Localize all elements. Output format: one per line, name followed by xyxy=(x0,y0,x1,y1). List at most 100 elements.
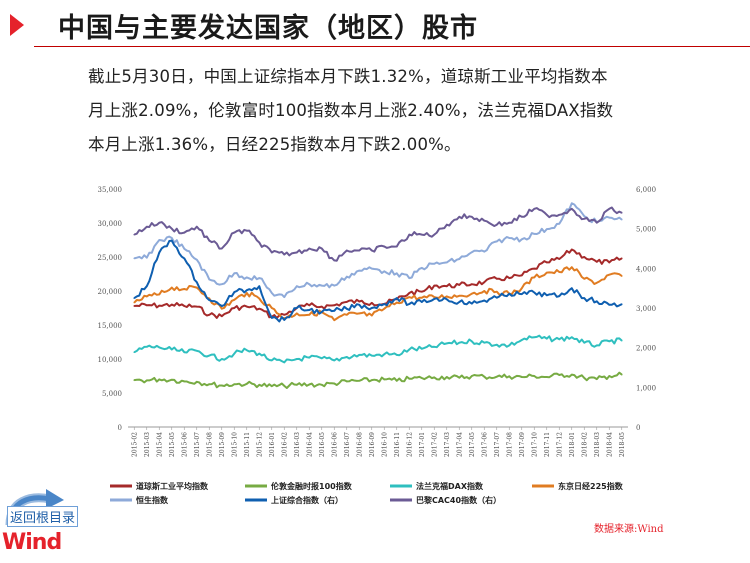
data-point xyxy=(383,307,386,310)
data-point xyxy=(608,261,611,264)
data-point xyxy=(470,375,473,377)
data-point xyxy=(158,239,161,241)
data-point xyxy=(408,303,411,305)
back-to-root-label[interactable]: 返回根目录 xyxy=(7,506,79,527)
data-point xyxy=(458,258,461,260)
data-point xyxy=(520,215,523,218)
data-point xyxy=(608,340,611,343)
data-point xyxy=(570,248,573,251)
data-point xyxy=(345,314,348,316)
data-point xyxy=(308,309,311,311)
data-point xyxy=(445,223,448,226)
data-point xyxy=(270,317,273,319)
data-point xyxy=(483,299,486,302)
data-point xyxy=(258,241,261,244)
data-point xyxy=(295,285,298,288)
data-point xyxy=(183,380,186,383)
y-left-tick-label: 0 xyxy=(118,424,122,432)
data-point xyxy=(520,376,523,378)
data-point xyxy=(370,379,373,381)
data-point xyxy=(370,302,373,304)
x-tick-label: 2017-03 xyxy=(444,432,451,457)
y-left-tick-label: 15,000 xyxy=(98,322,123,330)
legend-label: 法兰克福DAX指数 xyxy=(416,481,484,491)
x-tick-label: 2016-11 xyxy=(394,432,401,457)
data-point xyxy=(520,274,523,277)
data-point xyxy=(383,378,386,381)
data-point xyxy=(370,307,373,309)
data-point xyxy=(258,277,261,279)
x-tick-label: 2016-06 xyxy=(331,432,338,457)
data-point xyxy=(558,374,561,376)
data-point xyxy=(208,299,211,301)
data-point xyxy=(408,348,411,351)
y-right-tick-label: 0 xyxy=(636,424,640,432)
legend-label: 伦敦金融时报100指数 xyxy=(271,481,353,491)
data-point xyxy=(320,357,323,360)
x-tick-label: 2018-05 xyxy=(619,432,626,457)
x-tick-label: 2015-04 xyxy=(156,432,163,457)
data-point xyxy=(445,298,448,301)
data-point xyxy=(133,297,136,299)
data-point xyxy=(145,304,148,307)
data-point xyxy=(383,245,386,248)
data-source: 数据来源:Wind xyxy=(594,524,664,535)
x-tick-label: 2016-03 xyxy=(294,432,301,457)
data-point xyxy=(333,309,336,312)
data-point xyxy=(333,259,336,262)
data-point xyxy=(158,251,161,254)
data-point xyxy=(483,219,486,222)
x-tick-label: 2017-10 xyxy=(531,432,538,457)
data-point xyxy=(558,213,561,216)
data-point xyxy=(133,305,136,307)
data-point xyxy=(195,281,198,284)
y-right-tick-label: 3,000 xyxy=(636,305,656,313)
data-point xyxy=(533,375,536,377)
description-line: 月上涨2.09%，伦敦富时100指数本月上涨2.40%，法兰克福DAX指数 xyxy=(88,101,614,120)
data-point xyxy=(395,354,398,356)
data-point xyxy=(295,312,298,315)
data-point xyxy=(158,346,161,349)
data-point xyxy=(145,256,148,259)
data-point xyxy=(508,344,511,347)
data-point xyxy=(233,231,236,234)
x-tick-label: 2018-02 xyxy=(581,432,588,457)
data-point xyxy=(220,315,223,317)
data-point xyxy=(395,245,398,248)
data-point xyxy=(170,237,173,239)
data-point xyxy=(345,356,348,358)
data-point xyxy=(495,343,498,346)
data-point xyxy=(295,358,298,360)
data-point xyxy=(458,215,461,218)
data-point xyxy=(220,384,223,387)
x-tick-label: 2017-05 xyxy=(469,432,476,457)
x-tick-label: 2015-10 xyxy=(231,432,238,457)
legend-label: 恒生指数 xyxy=(136,495,169,505)
description: 截止5月30日，中国上证综指本月下跌1.32%，道琼斯工业平均指数本 月上涨2.… xyxy=(88,60,678,162)
data-point xyxy=(520,287,523,290)
data-point xyxy=(320,284,323,287)
data-point xyxy=(570,266,573,268)
title-marker-icon xyxy=(10,14,24,36)
data-point xyxy=(233,383,236,385)
data-point xyxy=(133,257,136,260)
data-point xyxy=(408,292,411,294)
x-tick-label: 2016-04 xyxy=(306,432,313,457)
series-line xyxy=(133,266,623,322)
data-point xyxy=(158,293,161,296)
data-point xyxy=(370,249,373,252)
x-tick-label: 2016-05 xyxy=(319,432,326,457)
data-point xyxy=(545,261,548,264)
data-point xyxy=(358,269,361,272)
data-point xyxy=(145,379,148,382)
data-point xyxy=(558,258,561,260)
data-point xyxy=(508,221,511,224)
data-point xyxy=(620,303,623,306)
data-point xyxy=(570,208,573,210)
data-point xyxy=(420,348,423,350)
x-tick-label: 2015-08 xyxy=(206,432,213,457)
data-point xyxy=(183,305,186,307)
x-tick-label: 2016-02 xyxy=(281,432,288,457)
data-point xyxy=(558,222,561,225)
data-point xyxy=(133,233,136,236)
